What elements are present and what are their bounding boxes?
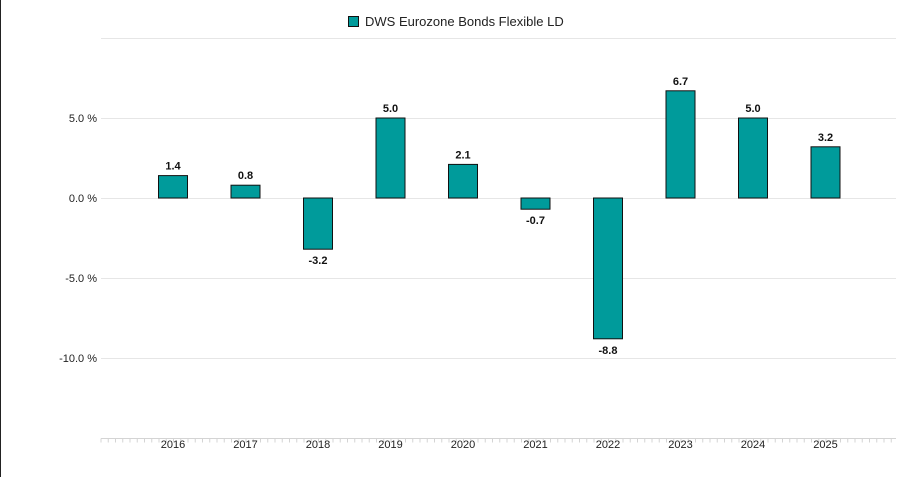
x-tick-label: 2016 [161,439,185,451]
data-label-2019: 5.0 [383,103,398,115]
data-label-2023: 6.7 [673,76,688,88]
x-axis: 2016 2017 2018 2019 2020 2021 2022 2023 2024 2025 [100,438,896,451]
x-tick-label: 2022 [596,439,620,451]
data-label-2016: 1.4 [165,161,181,173]
x-tick-label: 2021 [523,439,547,451]
x-tick-label: 2018 [306,439,330,451]
legend-label: DWS Eurozone Bonds Flexible LD [365,13,564,29]
data-labels: 1.4 0.8 -3.2 5.0 2.1 -0.7 -8.8 6.7 5.0 3.2 [165,76,833,357]
bar-2018[interactable] [303,197,333,250]
y-tick-label: 5.0 % [69,113,97,125]
data-label-2025: 3.2 [818,132,833,144]
y-tick-label: 0.0 % [69,193,97,205]
bar-2025[interactable] [810,146,841,199]
gridlines [101,38,896,359]
bar-2022[interactable] [593,197,623,340]
bar-2017[interactable] [230,184,261,199]
y-tick-label: -5.0 % [65,273,97,285]
x-tick-label: 2020 [451,439,475,451]
bars [158,90,841,340]
x-tick-label: 2017 [233,439,257,451]
bar-2020[interactable] [448,163,478,199]
y-axis-ticks: 5.0 % 0.0 % -5.0 % -10.0 % [59,113,97,365]
data-label-2017: 0.8 [238,170,253,182]
chart-legend[interactable]: DWS Eurozone Bonds Flexible LD [348,13,564,29]
bar-2019[interactable] [375,117,406,199]
data-label-2018: -3.2 [309,255,328,267]
data-label-2021: -0.7 [526,215,545,227]
x-tick-label: 2023 [668,439,692,451]
y-tick-label: -10.0 % [59,353,97,365]
data-label-2024: 5.0 [745,103,760,115]
x-tick-label: 2024 [741,439,765,451]
bar-2016[interactable] [158,175,188,199]
legend-swatch [348,15,359,27]
bar-2023[interactable] [665,90,696,199]
x-tick-label: 2025 [813,439,837,451]
bar-2021[interactable] [520,197,551,210]
x-tick-label: 2019 [378,439,402,451]
data-label-2022: -8.8 [599,345,618,357]
bar-2024[interactable] [738,117,768,199]
data-label-2020: 2.1 [455,149,470,161]
